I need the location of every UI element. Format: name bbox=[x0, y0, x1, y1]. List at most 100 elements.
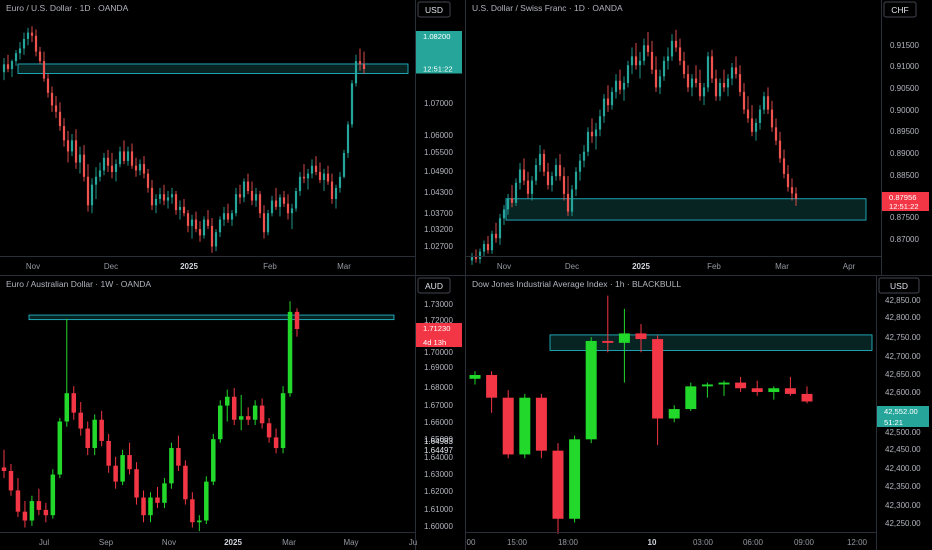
candle[interactable] bbox=[238, 394, 244, 431]
candle[interactable] bbox=[710, 49, 714, 83]
candle[interactable] bbox=[106, 149, 110, 173]
candle[interactable] bbox=[758, 105, 762, 130]
candle[interactable] bbox=[766, 87, 770, 115]
candle[interactable] bbox=[64, 318, 70, 427]
price-axis[interactable]: 1.73000 1.72000 1.70000 1.69000 1.68000 1.670… bbox=[415, 276, 454, 550]
candle[interactable] bbox=[50, 86, 54, 112]
candle[interactable] bbox=[594, 122, 598, 150]
euraud-chart-pane[interactable]: 1.73000 1.72000 1.70000 1.69000 1.68000 1.670… bbox=[0, 276, 465, 550]
candle[interactable] bbox=[170, 187, 174, 204]
candle[interactable] bbox=[362, 51, 366, 74]
candle[interactable] bbox=[734, 56, 738, 79]
candle[interactable] bbox=[174, 191, 178, 215]
candle[interactable] bbox=[754, 118, 758, 141]
candle[interactable] bbox=[141, 490, 146, 523]
candle[interactable] bbox=[542, 149, 546, 177]
candle[interactable] bbox=[102, 153, 106, 176]
candle[interactable] bbox=[36, 488, 42, 516]
currency-button[interactable]: USD bbox=[878, 277, 920, 294]
candle[interactable] bbox=[122, 140, 126, 165]
candle[interactable] bbox=[606, 85, 610, 112]
candle[interactable] bbox=[722, 69, 726, 92]
candle[interactable] bbox=[222, 206, 226, 226]
candle[interactable] bbox=[578, 153, 582, 181]
candle[interactable] bbox=[22, 501, 28, 528]
candle[interactable] bbox=[8, 463, 14, 496]
candle[interactable] bbox=[751, 380, 763, 396]
candle[interactable] bbox=[230, 210, 234, 226]
candle[interactable] bbox=[252, 400, 258, 426]
candle[interactable] bbox=[706, 51, 710, 92]
candle[interactable] bbox=[178, 200, 182, 220]
candle[interactable] bbox=[14, 50, 18, 66]
candle[interactable] bbox=[194, 211, 198, 233]
candle[interactable] bbox=[294, 187, 298, 212]
candle[interactable] bbox=[668, 405, 680, 423]
candle[interactable] bbox=[535, 393, 547, 459]
candle[interactable] bbox=[618, 308, 630, 383]
candle[interactable] bbox=[202, 216, 206, 239]
candle[interactable] bbox=[198, 221, 202, 242]
candle[interactable] bbox=[211, 433, 216, 486]
candle[interactable] bbox=[702, 82, 706, 106]
candle[interactable] bbox=[183, 460, 188, 505]
horizontal-divider[interactable] bbox=[0, 275, 932, 276]
candle[interactable] bbox=[224, 389, 230, 422]
candle[interactable] bbox=[231, 387, 237, 426]
candle[interactable] bbox=[190, 492, 195, 528]
time-axis[interactable]: 00 15:00 18:00 10 03:00 06:00 09:00 12:00 bbox=[466, 532, 876, 548]
candle[interactable] bbox=[113, 456, 118, 489]
candle[interactable] bbox=[246, 173, 250, 195]
candle[interactable] bbox=[278, 194, 282, 217]
candle[interactable] bbox=[99, 410, 104, 447]
candle[interactable] bbox=[57, 417, 63, 479]
candle[interactable] bbox=[270, 195, 274, 217]
candle[interactable] bbox=[801, 386, 813, 404]
candle[interactable] bbox=[86, 164, 90, 212]
candle[interactable] bbox=[566, 176, 570, 217]
candle[interactable] bbox=[245, 407, 251, 426]
candle[interactable] bbox=[746, 96, 750, 123]
candle[interactable] bbox=[226, 203, 230, 223]
candle[interactable] bbox=[638, 51, 642, 79]
candle[interactable] bbox=[750, 105, 754, 137]
candle[interactable] bbox=[155, 486, 160, 509]
candle[interactable] bbox=[314, 156, 318, 176]
candle[interactable] bbox=[346, 121, 350, 158]
plot-area[interactable] bbox=[466, 276, 876, 532]
candle[interactable] bbox=[718, 380, 730, 396]
candle[interactable] bbox=[26, 27, 30, 46]
candle[interactable] bbox=[586, 127, 590, 157]
candle[interactable] bbox=[176, 435, 181, 471]
chart-svg[interactable]: 42,850.00 42,800.00 42,750.00 42,700.00 42,6… bbox=[466, 276, 932, 550]
candle[interactable] bbox=[522, 158, 526, 186]
candle[interactable] bbox=[150, 179, 154, 211]
price-axis[interactable]: 0.91500 0.91000 0.90500 0.90000 0.89500 0.890… bbox=[881, 0, 920, 275]
candle[interactable] bbox=[738, 65, 742, 97]
candle[interactable] bbox=[652, 335, 664, 445]
candle[interactable] bbox=[490, 230, 494, 254]
candle[interactable] bbox=[294, 308, 300, 337]
candle[interactable] bbox=[538, 145, 542, 172]
candle[interactable] bbox=[526, 171, 530, 199]
candle[interactable] bbox=[114, 159, 118, 182]
candle[interactable] bbox=[550, 171, 554, 192]
candle[interactable] bbox=[242, 178, 246, 203]
candle[interactable] bbox=[6, 54, 10, 73]
candle[interactable] bbox=[50, 469, 56, 519]
candle[interactable] bbox=[286, 194, 290, 220]
candle[interactable] bbox=[166, 191, 170, 209]
price-axis[interactable]: 42,850.00 42,800.00 42,750.00 42,700.00 42,6… bbox=[876, 276, 922, 550]
candle[interactable] bbox=[569, 435, 581, 523]
candle[interactable] bbox=[110, 153, 114, 179]
candle[interactable] bbox=[287, 301, 293, 397]
candle[interactable] bbox=[770, 100, 774, 132]
candle[interactable] bbox=[326, 165, 330, 185]
candle[interactable] bbox=[142, 156, 146, 179]
eurusd-chart-pane[interactable]: 1.090001.070001.060001.055001.049001.043… bbox=[0, 0, 465, 275]
candle[interactable] bbox=[214, 229, 218, 252]
candle[interactable] bbox=[342, 149, 346, 179]
candle[interactable] bbox=[622, 76, 626, 101]
candle[interactable] bbox=[197, 515, 202, 532]
candle[interactable] bbox=[218, 400, 223, 443]
